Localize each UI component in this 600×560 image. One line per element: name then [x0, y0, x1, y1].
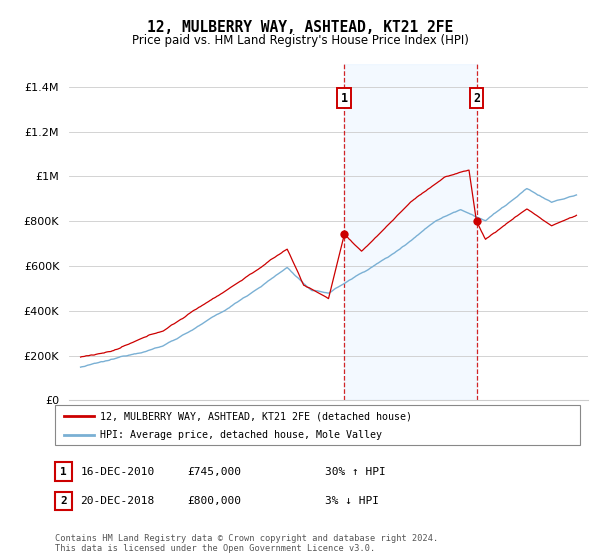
Text: 1: 1: [60, 466, 67, 477]
Text: 3% ↓ HPI: 3% ↓ HPI: [325, 496, 379, 506]
Text: 30% ↑ HPI: 30% ↑ HPI: [325, 466, 386, 477]
Text: 2: 2: [60, 496, 67, 506]
Text: 16-DEC-2010: 16-DEC-2010: [80, 466, 155, 477]
Text: 2: 2: [473, 91, 480, 105]
Text: 1: 1: [341, 91, 348, 105]
Text: 12, MULBERRY WAY, ASHTEAD, KT21 2FE: 12, MULBERRY WAY, ASHTEAD, KT21 2FE: [147, 20, 453, 35]
Text: HPI: Average price, detached house, Mole Valley: HPI: Average price, detached house, Mole…: [100, 430, 382, 440]
Text: 12, MULBERRY WAY, ASHTEAD, KT21 2FE (detached house): 12, MULBERRY WAY, ASHTEAD, KT21 2FE (det…: [100, 411, 412, 421]
Text: Price paid vs. HM Land Registry's House Price Index (HPI): Price paid vs. HM Land Registry's House …: [131, 34, 469, 46]
Text: 20-DEC-2018: 20-DEC-2018: [80, 496, 155, 506]
Text: Contains HM Land Registry data © Crown copyright and database right 2024.
This d: Contains HM Land Registry data © Crown c…: [55, 534, 439, 553]
Text: £800,000: £800,000: [187, 496, 241, 506]
Text: £745,000: £745,000: [187, 466, 241, 477]
Bar: [344, 64, 476, 400]
